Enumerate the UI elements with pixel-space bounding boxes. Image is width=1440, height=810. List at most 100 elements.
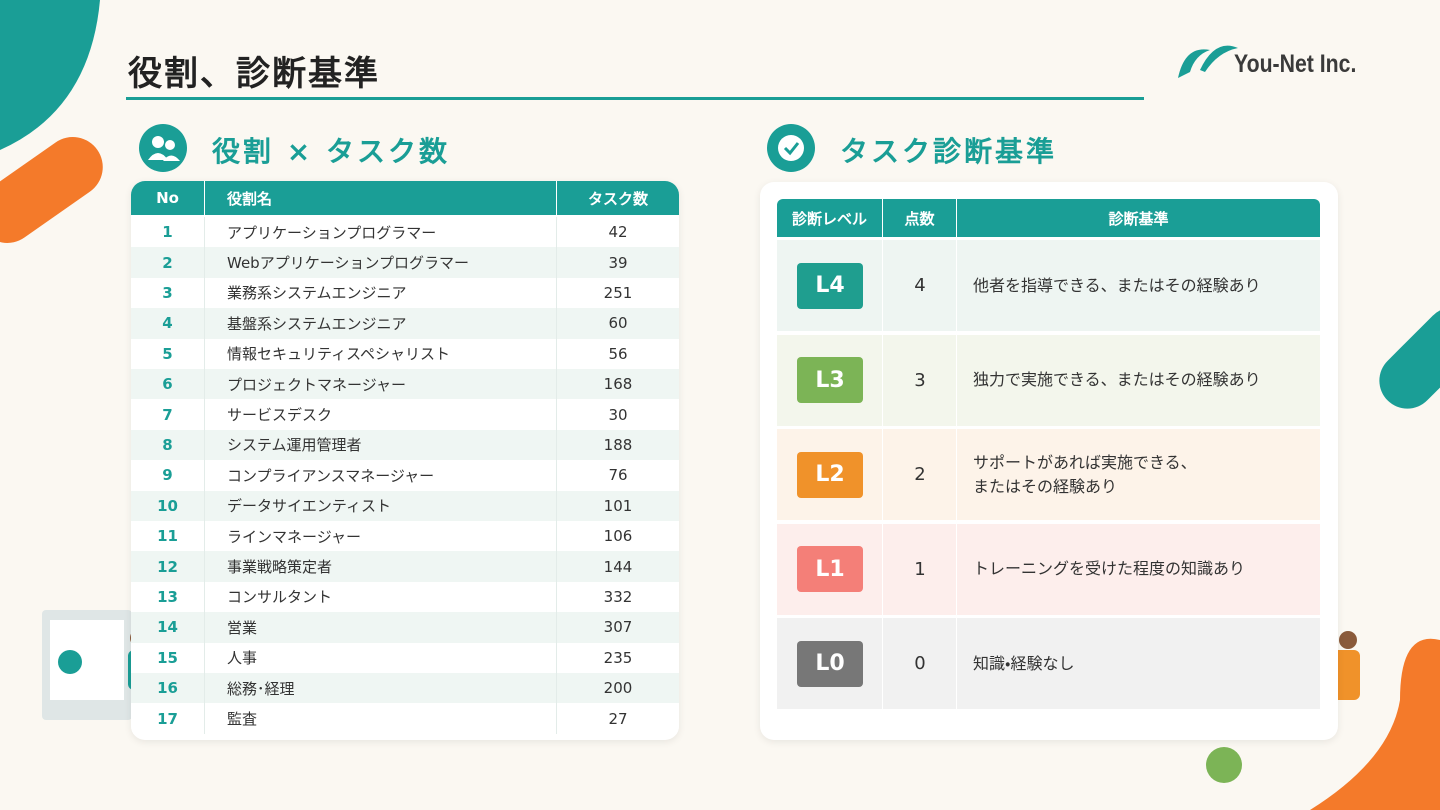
table-row — [777, 618, 1320, 709]
table-row — [777, 334, 1320, 426]
header-cell: 診断レベル — [777, 199, 883, 237]
table-row — [131, 460, 679, 491]
table-cell: 12 — [131, 551, 205, 582]
table-cell: 332 — [603, 587, 633, 606]
table-cell: 3 — [131, 277, 205, 309]
table-row — [777, 240, 1320, 331]
table-cell: 42 — [608, 223, 628, 242]
roles-icon-part — [148, 153, 168, 160]
table-row — [131, 247, 679, 278]
table-row — [131, 217, 679, 248]
level-badge: L2 — [797, 451, 863, 498]
table-cell: 144 — [603, 557, 633, 576]
table-cell: 17 — [131, 703, 205, 734]
section-heading: タスク診断基準 — [840, 135, 1058, 168]
table-cell: 30 — [608, 405, 628, 424]
roles-table: No 役割名 タスク数 1 アプリケーションプログラマー 42 2 Webアプリケーションプロ… — [131, 181, 679, 740]
cell-divider — [883, 240, 957, 331]
table-cell: サービスデスク — [205, 399, 557, 430]
table-cell: 8 — [131, 429, 205, 461]
slide-title: 役割、診断基準 — [128, 54, 380, 94]
table-cell: 10 — [131, 490, 205, 521]
table-row — [131, 673, 679, 704]
table-cell: 監査 — [205, 703, 557, 734]
table-cell: プロジェクトマネージャー — [205, 369, 557, 400]
cell-divider — [777, 240, 883, 331]
table-row — [131, 308, 679, 339]
table-cell: 6 — [131, 369, 205, 400]
cell-divider — [883, 334, 957, 426]
table-cell: コンプライアンスマネージャー — [205, 460, 557, 491]
score-cell: 0 — [914, 653, 926, 674]
logo: You-Net Inc. — [1234, 50, 1357, 78]
level-badge: L3 — [797, 357, 863, 403]
logo-leaf — [1200, 45, 1238, 72]
cell-divider — [883, 618, 957, 709]
table-cell: 307 — [603, 618, 633, 637]
roles-icon — [139, 124, 187, 172]
pill-shape — [1379, 307, 1440, 409]
roles-icon-part — [165, 140, 175, 150]
score-cell: 2 — [914, 464, 926, 485]
table-cell: 27 — [608, 709, 628, 728]
table-row — [131, 581, 679, 613]
table-cell: 業務系システムエンジニア — [205, 277, 557, 309]
table-cell: 1 — [131, 217, 205, 248]
table-row — [131, 338, 679, 369]
table-row — [777, 523, 1320, 615]
level-badge: L0 — [797, 640, 863, 687]
table-row — [131, 490, 679, 521]
table-cell: コンサルタント — [205, 581, 557, 613]
table-cell: 16 — [131, 673, 205, 704]
roles-icon-part — [152, 136, 164, 148]
roles-icon-part — [163, 155, 180, 161]
table-cell: 2 — [131, 247, 205, 278]
level-badge: L1 — [797, 546, 863, 592]
pill-shape — [0, 137, 103, 243]
table-cell: 13 — [131, 581, 205, 613]
level-badge: L4 — [797, 262, 863, 309]
table-row — [131, 551, 679, 582]
cell-divider — [883, 523, 957, 615]
table-row — [131, 521, 679, 552]
table-cell: データサイエンティスト — [205, 490, 557, 521]
table-row — [131, 429, 679, 461]
illustration-chart — [58, 650, 82, 674]
table-cell: 188 — [603, 435, 633, 454]
illustration-pie — [1206, 747, 1242, 783]
table-cell: 76 — [608, 466, 628, 485]
table-row — [131, 277, 679, 309]
criteria-table: 診断レベル 点数 診断基準 L4 4 他者を指導できる、またはその経験あり L3 3 独力で実施… — [760, 182, 1338, 740]
table-cell: 200 — [603, 679, 633, 698]
table-cell: 9 — [131, 460, 205, 491]
description-cell: サポートがあれば実施できる、 またはその経験あり — [973, 452, 1197, 496]
table-row — [131, 612, 679, 643]
description-cell: 独力で実施できる、またはその経験あり — [973, 370, 1261, 389]
header-cell: No — [131, 181, 205, 215]
table-cell: 営業 — [205, 612, 557, 643]
table-cell: Webアプリケーションプログラマー — [205, 247, 557, 278]
table-cell: 14 — [131, 612, 205, 643]
title-rule — [126, 97, 1144, 100]
corner-shape — [0, 0, 100, 150]
table-cell: 総務･経理 — [205, 673, 557, 704]
description-cell: 知識・経験なし — [973, 653, 1075, 673]
cell-divider — [777, 618, 883, 709]
table-cell: 56 — [608, 344, 628, 363]
table-cell: 60 — [608, 314, 628, 333]
description-cell: トレーニングを受けた程度の知識あり — [973, 559, 1246, 578]
table-cell: 情報セキュリティスペシャリスト — [205, 338, 557, 369]
table-cell: 5 — [131, 338, 205, 369]
check-icon-part — [778, 135, 804, 161]
score-cell: 1 — [914, 558, 926, 580]
table-cell: 39 — [608, 253, 628, 272]
table-cell: 11 — [131, 521, 205, 552]
table-cell: 101 — [603, 496, 633, 515]
cell-divider — [777, 334, 883, 426]
table-cell: 106 — [603, 527, 633, 546]
table-cell: 基盤系システムエンジニア — [205, 308, 557, 339]
table-cell: ラインマネージャー — [205, 521, 557, 552]
logo-leaf — [1178, 49, 1210, 78]
